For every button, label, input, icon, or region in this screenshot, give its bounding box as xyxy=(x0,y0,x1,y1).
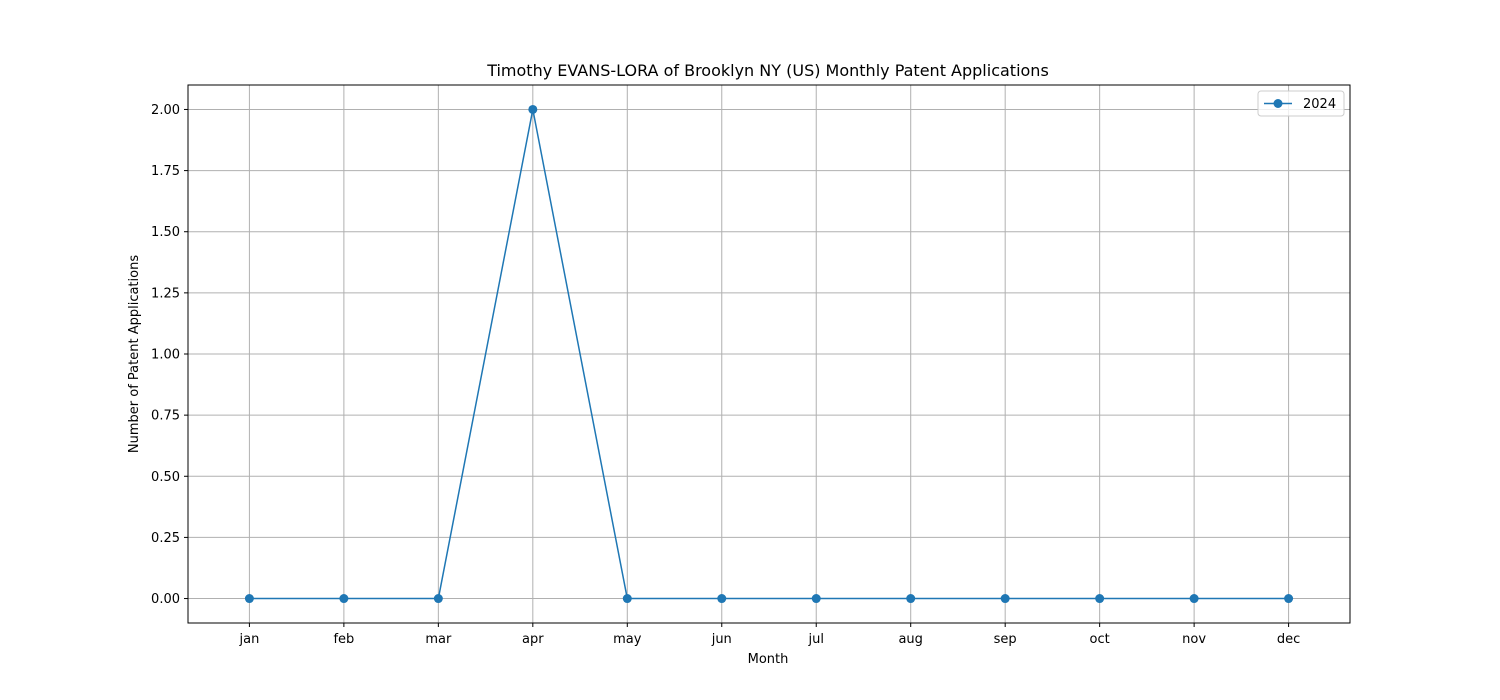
data-point xyxy=(1190,594,1199,603)
y-tick-label: 0.00 xyxy=(151,592,180,607)
y-tick-label: 1.75 xyxy=(151,164,180,179)
data-point xyxy=(812,594,821,603)
x-tick-label: oct xyxy=(1090,632,1110,647)
data-point xyxy=(717,594,726,603)
legend-series-marker xyxy=(1274,99,1283,108)
data-point xyxy=(1001,594,1010,603)
y-tick-label: 0.25 xyxy=(151,531,180,546)
x-tick-label: apr xyxy=(522,632,544,647)
x-tick-label: sep xyxy=(994,632,1017,647)
data-point xyxy=(245,594,254,603)
x-tick-label: mar xyxy=(425,632,452,647)
y-axis-label: Number of Patent Applications xyxy=(127,255,142,453)
y-tick-label: 1.25 xyxy=(151,286,180,301)
y-tick-label: 1.50 xyxy=(151,225,180,240)
y-tick-label: 2.00 xyxy=(151,103,180,118)
x-tick-label: jun xyxy=(711,632,732,647)
x-tick-label: nov xyxy=(1182,632,1206,647)
x-tick-label: feb xyxy=(333,632,354,647)
legend-series-label: 2024 xyxy=(1303,97,1336,112)
legend: 2024 xyxy=(1258,91,1344,116)
data-point xyxy=(339,594,348,603)
y-tick-label: 0.50 xyxy=(151,470,180,485)
chart-title: Timothy EVANS-LORA of Brooklyn NY (US) M… xyxy=(486,61,1049,80)
x-tick-label: jul xyxy=(808,632,824,647)
x-axis-label: Month xyxy=(748,652,789,667)
x-tick-label: aug xyxy=(898,632,922,647)
y-tick-label: 0.75 xyxy=(151,409,180,424)
x-tick-label: may xyxy=(613,632,642,647)
data-point xyxy=(1284,594,1293,603)
data-point xyxy=(528,105,537,114)
data-point xyxy=(434,594,443,603)
data-point xyxy=(1095,594,1104,603)
x-tick-label: jan xyxy=(238,632,259,647)
y-tick-label: 1.00 xyxy=(151,348,180,363)
x-tick-label: dec xyxy=(1277,632,1300,647)
data-point xyxy=(623,594,632,603)
data-point xyxy=(906,594,915,603)
